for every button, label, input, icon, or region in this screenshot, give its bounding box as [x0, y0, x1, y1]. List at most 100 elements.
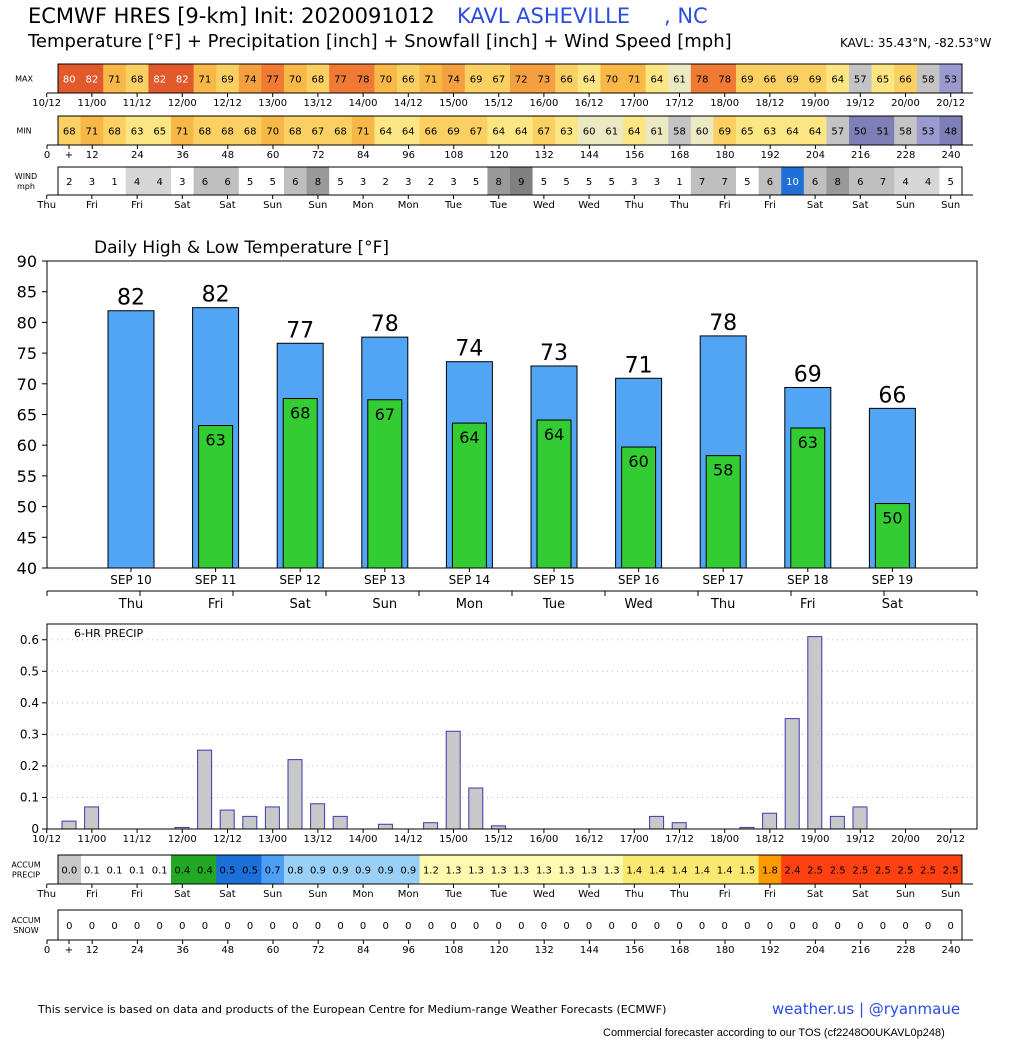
high-temp-bar	[107, 310, 155, 569]
accum-precip-strip-value: 0.4	[174, 866, 190, 877]
max-strip-cell	[645, 64, 669, 93]
day-axis-bottom-label: Sat	[174, 889, 190, 900]
temp-weekday-label: Sat	[290, 597, 311, 612]
max-strip-value: 71	[199, 75, 212, 86]
high-temp-label: 78	[709, 311, 737, 336]
wind-strip-value: 3	[631, 177, 637, 188]
max-strip-cell	[916, 64, 940, 93]
wind-strip-value: 9	[518, 177, 524, 188]
max-strip-value: 71	[108, 75, 121, 86]
low-temp-bar	[451, 422, 487, 569]
max-strip-value: 69	[741, 75, 754, 86]
wind-strip-value: 5	[541, 177, 547, 188]
day-axis-bottom-label: Tue	[444, 889, 462, 900]
temp-x-tick-label: SEP 10	[110, 573, 152, 587]
hour-axis-top-label: 36	[176, 150, 189, 161]
day-axis-top-label: Wed	[578, 200, 600, 211]
accum-precip-strip-value: 1.3	[513, 866, 529, 877]
precip-y-tick-label: 0.1	[20, 790, 39, 804]
accum-precip-strip-cell	[826, 855, 850, 884]
low-temp-bar	[705, 455, 741, 569]
accum-snow-strip-value: 0	[292, 921, 298, 932]
min-strip-value: 60	[696, 127, 709, 138]
accum-precip-strip-cell	[284, 855, 308, 884]
min-strip-value: 68	[108, 127, 121, 138]
max-strip-cell	[758, 64, 782, 93]
time-axis-top-label: 12/00	[168, 98, 197, 109]
wind-strip-cell	[623, 167, 647, 195]
wind-strip-value: 5	[270, 177, 276, 188]
footer-brand-link[interactable]: weather.us | @ryanmaue	[772, 1000, 961, 1018]
wind-strip-cell	[916, 167, 940, 195]
page-subtitle: Temperature [°F] + Precipitation [inch] …	[28, 31, 732, 52]
hour-axis-bottom-label: 204	[806, 945, 825, 956]
day-axis-bottom-label: Thu	[669, 889, 689, 900]
accum-snow-strip-value: 0	[202, 921, 208, 932]
min-strip-cell	[623, 116, 647, 145]
precip-bar	[219, 809, 235, 830]
high-temp-label: 77	[286, 318, 314, 343]
station-name: KAVL ASHEVILLE	[457, 4, 631, 28]
wind-strip-value: 3	[405, 177, 411, 188]
max-strip-value: 71	[628, 75, 641, 86]
hour-axis-bottom-label: +	[65, 945, 73, 956]
accum-precip-strip-cell	[397, 855, 421, 884]
min-strip-cell	[148, 116, 172, 145]
min-strip-value: 48	[944, 127, 957, 138]
accum-snow-strip-bg	[58, 910, 962, 940]
min-strip-cell	[397, 116, 421, 145]
accum-precip-strip-cell	[736, 855, 760, 884]
time-axis-bottom-label: 18/12	[755, 834, 784, 845]
min-strip-cell	[193, 116, 217, 145]
max-strip-cell	[419, 64, 443, 93]
max-strip-cell	[736, 64, 760, 93]
accum-precip-strip-cell	[871, 855, 895, 884]
time-axis-bottom-label: 16/00	[529, 834, 558, 845]
min-strip-cell	[736, 116, 760, 145]
time-axis-bottom-label: 10/12	[32, 834, 61, 845]
wind-strip-cell	[781, 167, 805, 195]
time-axis-top-label: 13/00	[258, 98, 287, 109]
accum-snow-strip-value: 0	[428, 921, 434, 932]
wind-strip-cell	[216, 167, 240, 195]
min-strip-cell	[871, 116, 895, 145]
min-strip-cell	[781, 116, 805, 145]
min-strip-cell	[464, 116, 488, 145]
accum-snow-strip-value: 0	[337, 921, 343, 932]
accum-precip-strip-value: 1.3	[446, 866, 462, 877]
day-axis-top-label: Mon	[353, 200, 374, 211]
max-strip-value: 66	[899, 75, 912, 86]
accum-precip-strip-value: 0.9	[355, 866, 371, 877]
time-axis-top-label: 19/00	[801, 98, 830, 109]
time-axis-top-label: 12/12	[213, 98, 242, 109]
accum-precip-strip-value: 0.1	[107, 866, 123, 877]
max-strip-cell	[125, 64, 149, 93]
accum-precip-strip-label: ACCUM	[11, 861, 40, 870]
min-strip-cell	[916, 116, 940, 145]
day-axis-bottom-label: Sat	[807, 889, 823, 900]
min-strip-cell	[284, 116, 308, 145]
wind-strip-cell	[758, 167, 782, 195]
accum-snow-strip-value: 0	[880, 921, 886, 932]
temp-x-tick-label: SEP 19	[872, 573, 914, 587]
accum-precip-strip-cell	[351, 855, 375, 884]
hour-axis-top-label: 156	[625, 150, 644, 161]
low-temp-label: 67	[375, 405, 395, 424]
wind-strip-value: 6	[767, 177, 773, 188]
min-strip-cell	[849, 116, 873, 145]
accum-snow-strip-value: 0	[473, 921, 479, 932]
max-strip-cell	[510, 64, 534, 93]
max-strip-cell	[374, 64, 398, 93]
wind-strip-value: 5	[563, 177, 569, 188]
day-axis-top-label: Sun	[263, 200, 282, 211]
accum-precip-strip-cell	[329, 855, 353, 884]
min-strip-cell	[58, 116, 82, 145]
temp-x-tick-label: SEP 18	[787, 573, 829, 587]
max-strip-value: 74	[447, 75, 460, 86]
hour-axis-bottom-label: 36	[176, 945, 189, 956]
precip-bar	[332, 815, 348, 830]
max-strip-label: MAX	[15, 75, 33, 84]
day-axis-bottom-label: Tue	[489, 889, 507, 900]
day-axis-top-label: Wed	[533, 200, 555, 211]
time-axis-bottom-label: 11/12	[123, 834, 152, 845]
